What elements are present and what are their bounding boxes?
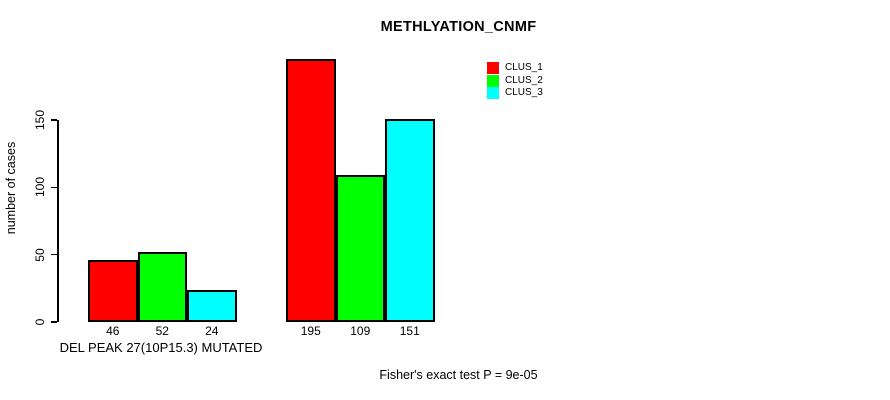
x-axis-group-label: DEL PEAK 27(10P15.3) MUTATED (59, 340, 263, 355)
y-axis-tick-label: 0 (33, 318, 47, 326)
legend-entry-clus_3: CLUS_3 (487, 87, 543, 100)
legend-entry-clus_1: CLUS_1 (487, 62, 543, 75)
y-axis-title: number of cases (4, 141, 18, 235)
legend-entry-clus_2: CLUS_2 (487, 75, 543, 88)
y-axis-tick (51, 186, 57, 189)
legend-label: CLUS_1 (505, 62, 543, 73)
y-axis-tick (51, 119, 57, 121)
bar-clus_1-group-1 (88, 260, 138, 322)
y-axis-tick-label: 150 (33, 109, 47, 131)
legend-swatch-clus_3 (487, 87, 499, 100)
y-axis-tick-label: 100 (33, 177, 47, 198)
legend-swatch-clus_1 (487, 62, 499, 75)
bar-value-label: 195 (300, 324, 321, 338)
bar-clus_2-group-1 (137, 251, 187, 322)
legend-label: CLUS_2 (505, 74, 543, 86)
y-axis-tick-label: 50 (33, 247, 47, 262)
legend-swatch-clus_2 (487, 74, 499, 87)
y-axis-line (57, 120, 59, 322)
chart-title: METHLYATION_CNMF (380, 19, 537, 35)
fisher-test-footnote: Fisher's exact test P = 9e-05 (379, 368, 538, 382)
bar-clus_2-group-2 (335, 175, 385, 322)
legend: CLUS_1 CLUS_2 CLUS_3 (487, 62, 543, 100)
bar-value-label: 109 (350, 324, 371, 338)
bar-value-label: 46 (106, 324, 120, 338)
bar-clus_3-group-2 (385, 118, 435, 322)
bar-value-label: 151 (399, 324, 420, 338)
bar-clus_3-group-1 (187, 289, 237, 322)
bar-value-label: 52 (155, 324, 169, 338)
y-axis-tick (51, 321, 57, 323)
y-axis-tick (51, 253, 57, 256)
bar-value-label: 24 (205, 324, 219, 338)
legend-label: CLUS_3 (505, 87, 543, 98)
bar-clus_1-group-2 (286, 59, 336, 322)
